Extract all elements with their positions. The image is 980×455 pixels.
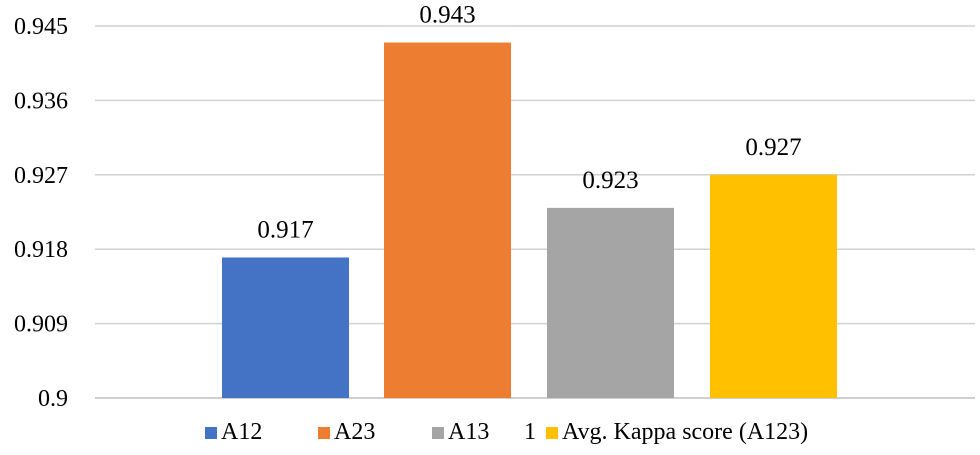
legend: A12 A23 A13 Avg. Kappa score (A123) 1: [205, 419, 808, 445]
legend-label: Avg. Kappa score (A123): [562, 419, 808, 445]
data-label: 0.923: [582, 167, 638, 194]
legend-label: A12: [221, 419, 262, 445]
data-label: 0.917: [257, 216, 313, 243]
data-labels: 0.917 0.943 0.923 0.927: [257, 2, 801, 244]
x-category-label: 1: [524, 419, 536, 445]
bar: [384, 42, 511, 399]
legend-swatch: [432, 427, 444, 439]
y-tick-label: 0.945: [14, 14, 68, 40]
y-tick-label: 0.927: [14, 163, 68, 189]
bar: [222, 257, 349, 398]
legend-swatch: [546, 427, 558, 439]
legend-swatch: [318, 427, 330, 439]
y-tick-label: 0.936: [14, 88, 68, 114]
data-label: 0.927: [745, 134, 801, 161]
legend-label: A23: [334, 419, 375, 445]
y-axis-ticks: 0.9 0.909 0.918 0.927 0.936 0.945: [14, 14, 68, 412]
bars: [222, 42, 837, 399]
legend-label: A13: [448, 419, 489, 445]
y-tick-label: 0.9: [38, 386, 68, 412]
y-tick-label: 0.918: [14, 237, 68, 263]
legend-swatch: [205, 427, 217, 439]
bar: [547, 207, 674, 398]
data-label: 0.943: [419, 2, 475, 29]
bar: [710, 174, 837, 398]
y-tick-label: 0.909: [14, 312, 68, 338]
